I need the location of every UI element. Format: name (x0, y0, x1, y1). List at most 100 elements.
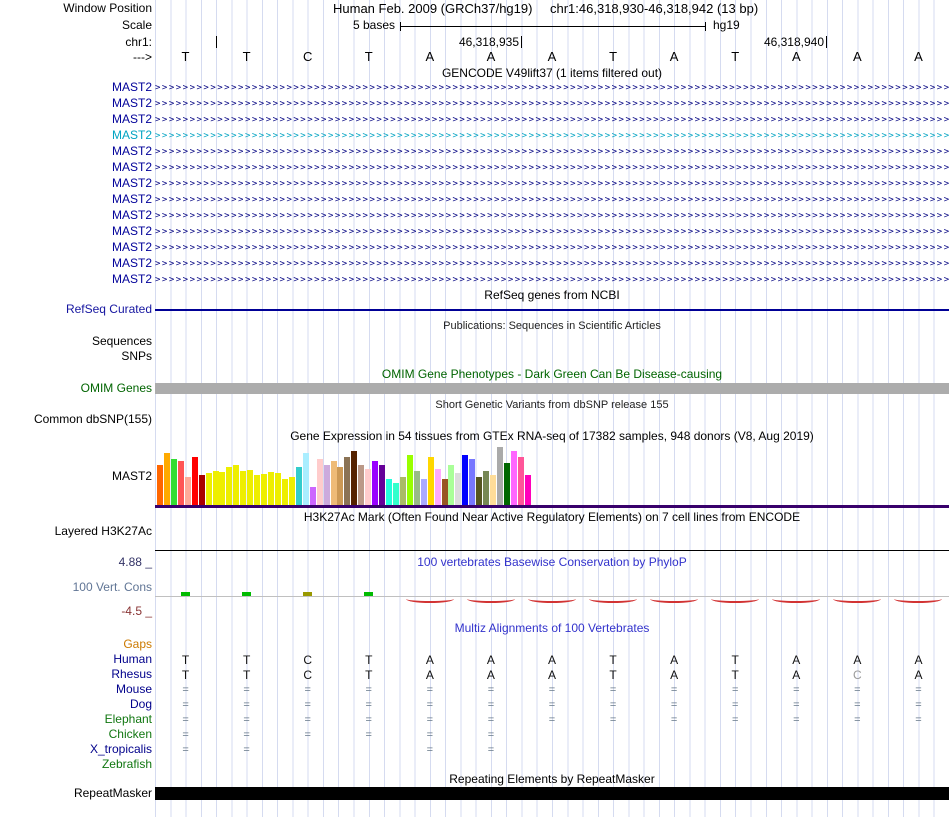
gencode-transcript-row[interactable]: >>>>>>>>>>>>>>>>>>>>>>>>>>>>>>>>>>>>>>>>… (155, 147, 949, 157)
gtex-tissue-bar[interactable] (205, 473, 212, 505)
gencode-gene-label[interactable]: MAST2 (111, 160, 152, 174)
gtex-tissue-bar[interactable] (399, 477, 406, 505)
gtex-tissue-bar[interactable] (191, 457, 198, 505)
vert-cons-label[interactable]: 100 Vert. Cons (72, 580, 152, 594)
gtex-tissue-bar[interactable] (441, 479, 448, 505)
gtex-tissue-bar[interactable] (386, 479, 393, 505)
gencode-gene-label[interactable]: MAST2 (111, 80, 152, 94)
multiz-species-label[interactable]: X_tropicalis (89, 742, 152, 756)
multiz-species-label[interactable]: Rhesus (111, 667, 152, 681)
gtex-tissue-bar[interactable] (358, 465, 365, 505)
gencode-transcript-row[interactable]: >>>>>>>>>>>>>>>>>>>>>>>>>>>>>>>>>>>>>>>>… (155, 131, 949, 141)
gtex-tissue-bar[interactable] (344, 457, 351, 505)
gtex-tissue-bar[interactable] (295, 467, 302, 505)
gtex-tissue-bar[interactable] (219, 472, 226, 505)
gencode-gene-label[interactable]: MAST2 (111, 208, 152, 222)
gtex-tissue-bar[interactable] (316, 459, 323, 505)
multiz-row[interactable] (155, 638, 949, 653)
gencode-transcript-row[interactable]: >>>>>>>>>>>>>>>>>>>>>>>>>>>>>>>>>>>>>>>>… (155, 163, 949, 173)
gtex-title[interactable]: Gene Expression in 54 tissues from GTEx … (290, 429, 814, 443)
gencode-transcript-row[interactable]: >>>>>>>>>>>>>>>>>>>>>>>>>>>>>>>>>>>>>>>>… (155, 99, 949, 109)
gtex-tissue-bar[interactable] (309, 487, 316, 505)
multiz-row[interactable]: = = = = = = = = = = = = = (155, 698, 949, 713)
gtex-tissue-bar[interactable] (413, 471, 420, 505)
publications-title[interactable]: Publications: Sequences in Scientific Ar… (443, 320, 661, 332)
gtex-tissue-bar[interactable] (177, 461, 184, 505)
refseq-curated-track[interactable] (155, 309, 949, 311)
gtex-tissue-bar[interactable] (198, 475, 205, 505)
gtex-tissue-bar[interactable] (469, 459, 476, 505)
gtex-tissue-bar[interactable] (288, 477, 295, 505)
gtex-tissue-bar[interactable] (490, 475, 497, 505)
gtex-tissue-bar[interactable] (462, 455, 469, 505)
gtex-tissue-bar[interactable] (240, 471, 247, 505)
gtex-tissue-bar[interactable] (455, 473, 462, 505)
gtex-tissue-bar[interactable] (323, 465, 330, 505)
gencode-gene-label[interactable]: MAST2 (111, 144, 152, 158)
gencode-gene-label[interactable]: MAST2 (111, 112, 152, 126)
gtex-tissue-bar[interactable] (157, 465, 163, 505)
sequences-label[interactable]: Sequences (91, 334, 152, 348)
repeatmasker-label[interactable]: RepeatMasker (73, 786, 152, 800)
repeatmasker-title[interactable]: Repeating Elements by RepeatMasker (449, 772, 655, 786)
gencode-transcript-row[interactable]: >>>>>>>>>>>>>>>>>>>>>>>>>>>>>>>>>>>>>>>>… (155, 275, 949, 285)
gtex-tissue-bar[interactable] (434, 469, 441, 505)
dbsnp-title[interactable]: Short Genetic Variants from dbSNP releas… (435, 399, 669, 411)
gtex-tissue-bar[interactable] (427, 457, 434, 505)
repeatmasker-track-bar[interactable] (155, 787, 949, 800)
multiz-species-label[interactable]: Mouse (115, 682, 152, 696)
gtex-tissue-bar[interactable] (247, 470, 254, 505)
gencode-gene-label[interactable]: MAST2 (111, 192, 152, 206)
tracks-main-area[interactable]: Human Feb. 2009 (GRCh37/hg19) chr1:46,31… (155, 0, 949, 817)
multiz-row[interactable]: = = = = = = (155, 728, 949, 743)
gtex-tissue-bar[interactable] (510, 451, 517, 505)
gtex-tissue-bar[interactable] (365, 469, 372, 505)
gtex-tissue-bar[interactable] (420, 479, 427, 505)
common-dbsnp-label[interactable]: Common dbSNP(155) (33, 412, 152, 426)
gtex-tissue-bar[interactable] (254, 475, 261, 505)
gtex-tissue-bar[interactable] (372, 461, 379, 505)
multiz-row[interactable] (155, 758, 949, 773)
gencode-gene-label[interactable]: MAST2 (111, 256, 152, 270)
gencode-gene-label[interactable]: MAST2 (111, 272, 152, 286)
multiz-title[interactable]: Multiz Alignments of 100 Vertebrates (454, 621, 650, 635)
refseq-title[interactable]: RefSeq genes from NCBI (484, 288, 620, 302)
gtex-tissue-bar[interactable] (337, 467, 344, 505)
gencode-title[interactable]: GENCODE V49lift37 (1 items filtered out) (441, 66, 663, 80)
gencode-gene-label[interactable]: MAST2 (111, 96, 152, 110)
gencode-transcript-row[interactable]: >>>>>>>>>>>>>>>>>>>>>>>>>>>>>>>>>>>>>>>>… (155, 179, 949, 189)
gencode-transcript-row[interactable]: >>>>>>>>>>>>>>>>>>>>>>>>>>>>>>>>>>>>>>>>… (155, 211, 949, 221)
gtex-tissue-bar[interactable] (330, 461, 337, 505)
multiz-species-label[interactable]: Chicken (108, 727, 152, 741)
gtex-tissue-bar[interactable] (379, 465, 386, 505)
gencode-gene-label[interactable]: MAST2 (111, 224, 152, 238)
omim-track-bar[interactable] (155, 383, 949, 394)
gencode-transcript-row[interactable]: >>>>>>>>>>>>>>>>>>>>>>>>>>>>>>>>>>>>>>>>… (155, 83, 949, 93)
multiz-species-label[interactable]: Elephant (104, 712, 152, 726)
gtex-tissue-bar[interactable] (268, 472, 275, 505)
gtex-tissue-bar[interactable] (226, 467, 233, 505)
gencode-gene-label[interactable]: MAST2 (111, 240, 152, 254)
gtex-tissue-bar[interactable] (261, 474, 268, 505)
gtex-tissue-bar[interactable] (504, 463, 510, 505)
gencode-transcript-row[interactable]: >>>>>>>>>>>>>>>>>>>>>>>>>>>>>>>>>>>>>>>>… (155, 195, 949, 205)
gtex-tissue-bar[interactable] (483, 471, 490, 505)
multiz-species-label[interactable]: Zebrafish (101, 757, 152, 771)
gtex-tissue-bar[interactable] (448, 465, 455, 505)
multiz-species-label[interactable]: Human (113, 652, 152, 666)
phylop-title[interactable]: 100 vertebrates Basewise Conservation by… (417, 555, 687, 569)
gtex-gene-line[interactable] (155, 505, 949, 508)
gtex-bar-chart[interactable] (155, 443, 949, 505)
refseq-curated-label[interactable]: RefSeq Curated (65, 302, 152, 316)
h3k27ac-title[interactable]: H3K27Ac Mark (Often Found Near Active Re… (303, 510, 801, 524)
gtex-tissue-bar[interactable] (212, 471, 219, 505)
gtex-tissue-bar[interactable] (274, 473, 281, 505)
gtex-tissue-bar[interactable] (524, 475, 531, 505)
gtex-tissue-bar[interactable] (170, 459, 177, 505)
gtex-tissue-bar[interactable] (163, 453, 170, 505)
gtex-tissue-bar[interactable] (517, 457, 524, 505)
phylop-wiggle-track[interactable] (155, 570, 949, 620)
gtex-tissue-bar[interactable] (392, 483, 399, 505)
snps-label[interactable]: SNPs (121, 349, 152, 363)
